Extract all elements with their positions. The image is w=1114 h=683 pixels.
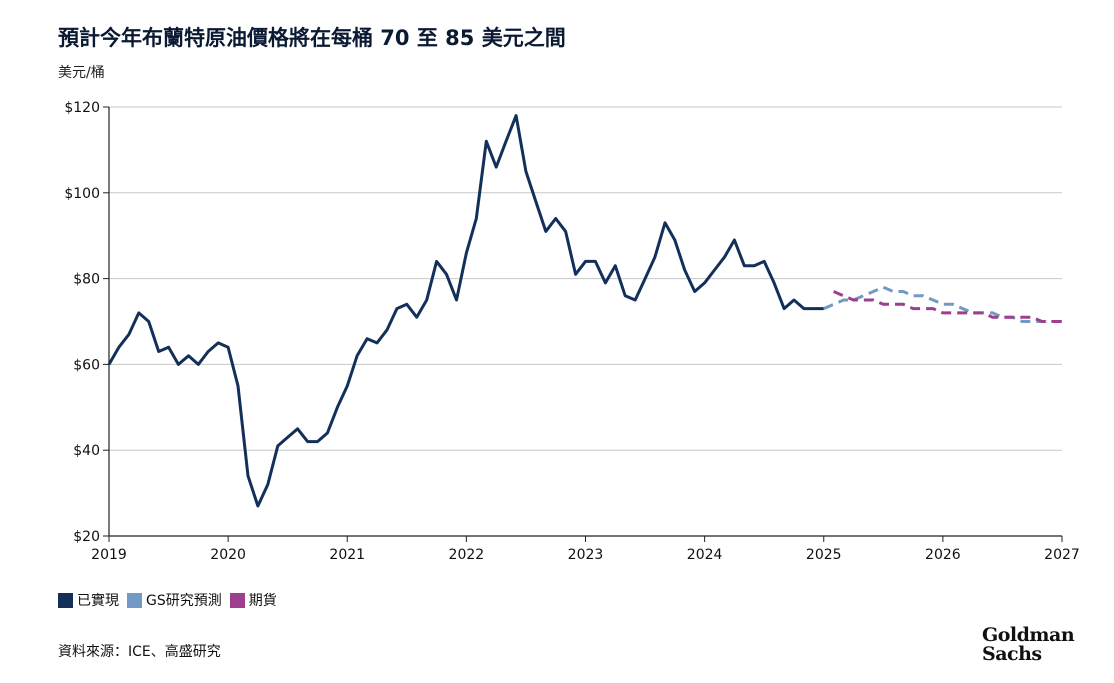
x-axis-ticks: 2019 2020 2021 2022 2023 2024 2025 2026 2027 (91, 535, 1080, 563)
series-line-1 (823, 285, 1062, 323)
legend: 已實現 GS研究預測 期貨 (58, 590, 285, 610)
y-tick-label: $80 (73, 272, 100, 288)
legend-swatch-gs-forecast (127, 592, 142, 608)
y-tick-label: $40 (73, 443, 100, 459)
legend-item-realized: 已實現 (58, 590, 119, 610)
x-tick-label: 2024 (687, 547, 723, 563)
x-tick-label: 2020 (210, 547, 246, 563)
x-tick-label: 2025 (806, 547, 842, 563)
x-tick-label: 2026 (925, 547, 961, 563)
logo-line-2: Sachs (982, 643, 1042, 665)
y-tick-label: $120 (64, 100, 100, 116)
legend-label-realized: 已實現 (77, 593, 119, 609)
goldman-sachs-logo: Goldman Sachs (982, 624, 1075, 665)
legend-swatch-futures (229, 592, 245, 608)
legend-label-gs-forecast: GS研究預測 (146, 593, 222, 609)
x-tick-label: 2022 (449, 547, 485, 563)
series-lines (107, 114, 1062, 508)
y-axis-ticks: $20 $40 $60 $80 $100 $120 (64, 100, 110, 545)
y-tick-label: $100 (64, 186, 100, 202)
y-tick-label: $60 (73, 357, 100, 373)
x-tick-label: 2023 (568, 547, 604, 563)
x-tick-label: 2021 (329, 547, 365, 563)
gridlines (109, 106, 1062, 451)
legend-item-gs-forecast: GS研究預測 (127, 590, 222, 610)
unit-label: 美元/桶 (58, 65, 105, 81)
source-note: 資料來源：ICE、高盛研究 (58, 644, 221, 660)
series-line-0 (107, 114, 824, 508)
legend-item-futures: 期貨 (229, 590, 277, 610)
logo-line-1: Goldman (982, 624, 1075, 646)
y-tick-label: $20 (73, 529, 100, 545)
legend-swatch-realized (58, 592, 73, 608)
chart-title: 預計今年布蘭特原油價格將在每桶 70 至 85 美元之間 (58, 26, 566, 50)
legend-label-futures: 期貨 (248, 593, 277, 609)
x-tick-label: 2027 (1044, 547, 1080, 563)
series-line-2 (833, 290, 1062, 323)
x-tick-label: 2019 (91, 547, 127, 563)
